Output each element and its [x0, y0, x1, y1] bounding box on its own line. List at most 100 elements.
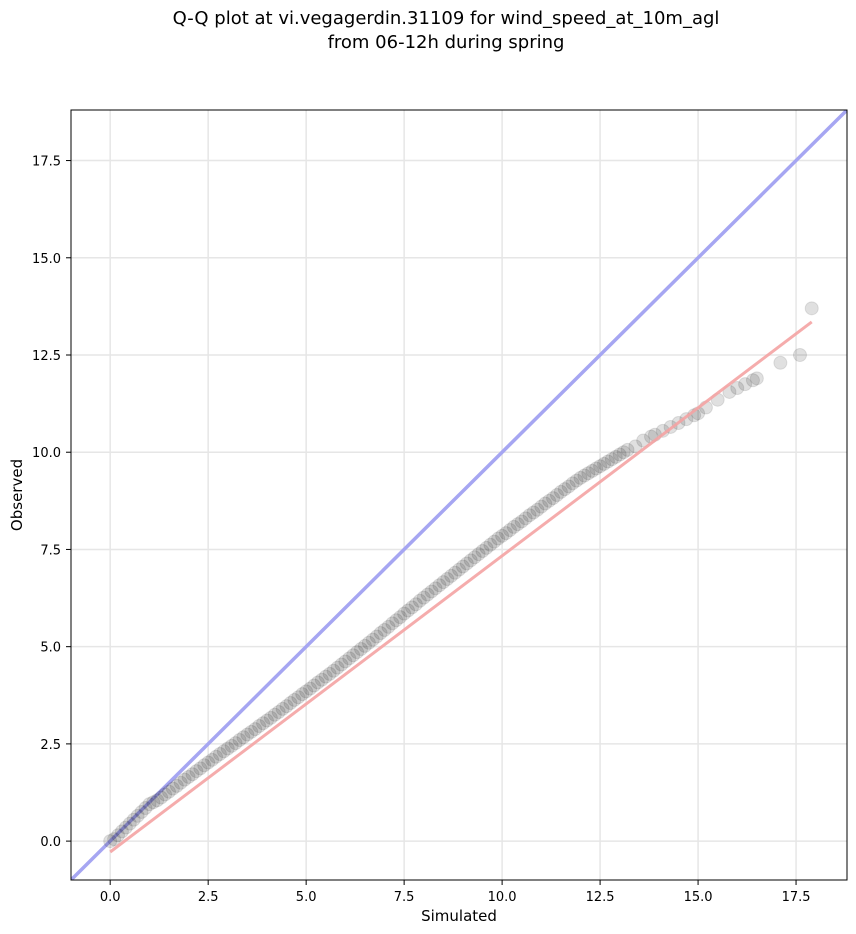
data-point [373, 626, 388, 641]
x-tick-label: 7.5 [394, 890, 415, 905]
data-point [393, 610, 408, 625]
data-point [232, 733, 247, 747]
data-point [424, 584, 439, 599]
data-point [318, 669, 333, 684]
data-point [165, 781, 180, 796]
data-point [467, 550, 482, 565]
data-point [201, 755, 216, 770]
data-point [263, 710, 278, 725]
data-point [530, 502, 545, 517]
data-point [252, 719, 267, 733]
data-point [593, 459, 608, 474]
data-point [134, 804, 149, 819]
data-point [385, 616, 400, 631]
x-tick-label: 2.5 [198, 890, 219, 905]
data-point [452, 562, 466, 577]
y-tick-label: 17.5 [32, 155, 61, 170]
data-point [150, 793, 165, 808]
data-point [130, 808, 145, 823]
data-point [244, 724, 259, 739]
y-tick-label: 5.0 [40, 641, 61, 656]
data-point [542, 493, 557, 508]
data-point [401, 603, 416, 618]
data-point [463, 553, 478, 568]
y-axis-ticks: 0.0 2.5 5.0 7.5 10.0 12.5 15.0 17.5 [32, 155, 71, 850]
data-point [220, 741, 235, 756]
data-point [271, 705, 286, 719]
data-point [346, 648, 361, 663]
data-point [185, 767, 200, 782]
data-point [275, 701, 290, 716]
data-point [283, 696, 298, 711]
data-point [428, 581, 443, 596]
data-point [158, 787, 173, 802]
data-point [459, 556, 474, 571]
data-point [177, 772, 192, 787]
data-point [522, 508, 537, 523]
data-point [350, 645, 365, 660]
data-point [248, 722, 263, 737]
data-point [107, 832, 122, 847]
data-point [303, 681, 318, 696]
data-point [103, 834, 118, 849]
data-point [538, 496, 553, 511]
data-point [483, 537, 498, 552]
data-point [111, 828, 126, 843]
y-tick-label: 15.0 [32, 252, 61, 267]
data-point [444, 568, 459, 583]
data-point [506, 519, 521, 534]
data-point [193, 761, 208, 776]
data-point [330, 660, 345, 675]
data-point [616, 445, 631, 460]
data-point [169, 778, 184, 793]
data-point [502, 523, 517, 537]
data-point [314, 672, 329, 687]
data-point [224, 738, 239, 753]
data-point [526, 505, 541, 520]
data-point [479, 540, 494, 555]
y-axis-label: Observed [8, 459, 26, 531]
data-point [475, 544, 490, 558]
data-point [310, 675, 325, 690]
data-point [455, 559, 470, 574]
data-point [259, 713, 274, 728]
data-point [326, 663, 341, 678]
data-point [471, 547, 486, 562]
data-point [279, 699, 294, 714]
data-point [510, 517, 525, 532]
data-point [181, 769, 196, 784]
data-point [436, 575, 451, 590]
data-point [749, 371, 764, 386]
x-tick-label: 12.5 [586, 890, 615, 905]
data-point [608, 449, 623, 464]
data-point [628, 439, 643, 454]
data-point [240, 727, 255, 742]
data-point [197, 758, 212, 773]
x-tick-label: 0.0 [100, 890, 121, 905]
data-point [357, 638, 372, 653]
chart-title: Q-Q plot at vi.vegagerdin.31109 for wind… [173, 8, 720, 53]
data-point [161, 784, 176, 799]
data-points [103, 301, 819, 849]
data-point [549, 488, 564, 502]
data-point [334, 657, 349, 672]
data-point [114, 824, 129, 839]
data-point [142, 797, 157, 812]
data-point [377, 622, 392, 637]
data-point [404, 600, 419, 615]
data-point [287, 692, 302, 707]
data-point [126, 812, 141, 827]
data-point [518, 511, 533, 526]
data-point [636, 433, 651, 448]
y-tick-label: 12.5 [32, 349, 61, 364]
data-point [338, 654, 353, 669]
data-point [122, 816, 137, 831]
data-point [216, 744, 231, 759]
data-point [212, 747, 227, 761]
data-point [577, 468, 592, 483]
data-point [448, 565, 463, 580]
data-point [299, 684, 314, 699]
grid [71, 110, 847, 880]
data-point [154, 790, 169, 805]
data-point [604, 452, 619, 467]
